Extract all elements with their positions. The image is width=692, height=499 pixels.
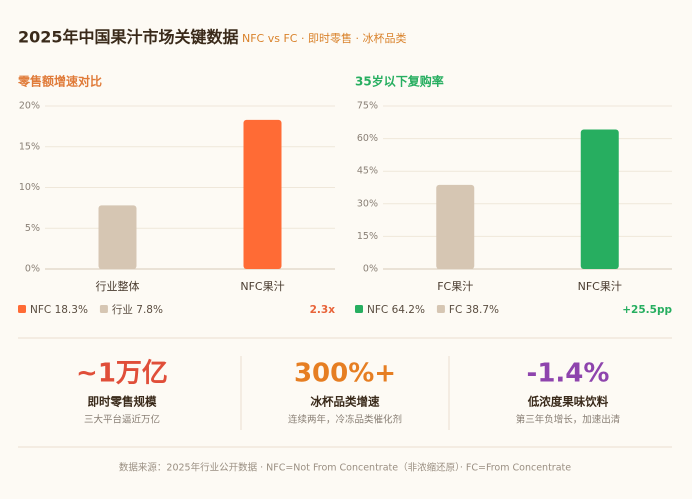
kpi-label: 低浓度果味饮料	[527, 395, 609, 409]
annotation: 2.3x	[310, 304, 336, 316]
kpi-value: ~1万亿	[76, 359, 168, 389]
y-tick-label: 15%	[357, 231, 378, 242]
kpi-desc: 连续两年，冷冻品类催化剂	[288, 414, 402, 426]
y-tick-label: 10%	[19, 182, 40, 193]
x-tick-label: NFC果汁	[240, 280, 284, 293]
y-tick-label: 5%	[25, 223, 40, 234]
legend-label: NFC 64.2%	[367, 304, 425, 316]
y-tick-label: 0%	[25, 264, 40, 275]
bar	[436, 184, 475, 269]
bar	[243, 119, 282, 269]
y-tick-label: 45%	[357, 166, 378, 177]
footer: 数据来源：2025年行业公开数据 · NFC=Not From Concentr…	[119, 462, 571, 474]
legend-label: 行业 7.8%	[112, 303, 163, 316]
x-tick-label: NFC果汁	[578, 280, 622, 293]
y-tick-label: 60%	[357, 133, 378, 144]
kpi-label: 冰杯品类增速	[311, 395, 380, 409]
y-tick-label: 30%	[357, 198, 378, 209]
subtitle: NFC vs FC · 即时零售 · 冰杯品类	[242, 31, 406, 45]
y-tick-label: 15%	[19, 141, 40, 152]
x-tick-label: FC果汁	[437, 280, 473, 293]
legend-label: NFC 18.3%	[30, 304, 88, 316]
bar	[580, 129, 619, 269]
legend-swatch	[355, 305, 363, 313]
x-tick-label: 行业整体	[96, 279, 140, 293]
annotation: +25.5pp	[622, 304, 672, 316]
legend-swatch	[99, 305, 108, 313]
chart-title: 零售额增速对比	[17, 74, 102, 89]
legend-swatch	[18, 305, 26, 313]
y-tick-label: 20%	[19, 101, 40, 112]
y-tick-label: 75%	[357, 101, 378, 112]
kpi-value: 300%+	[294, 359, 396, 389]
legend-label: FC 38.7%	[449, 304, 499, 316]
kpi-value: -1.4%	[527, 359, 610, 389]
kpi-label: 即时零售规模	[88, 395, 157, 409]
y-tick-label: 0%	[363, 264, 378, 275]
kpi-desc: 三大平台逼近万亿	[84, 414, 160, 426]
title: 2025年中国果汁市场关键数据	[18, 28, 239, 47]
kpi-desc: 第三年负增长，加速出清	[516, 414, 621, 426]
chart-title: 35岁以下复购率	[355, 74, 444, 89]
bar	[98, 205, 137, 269]
legend-swatch	[436, 305, 445, 313]
